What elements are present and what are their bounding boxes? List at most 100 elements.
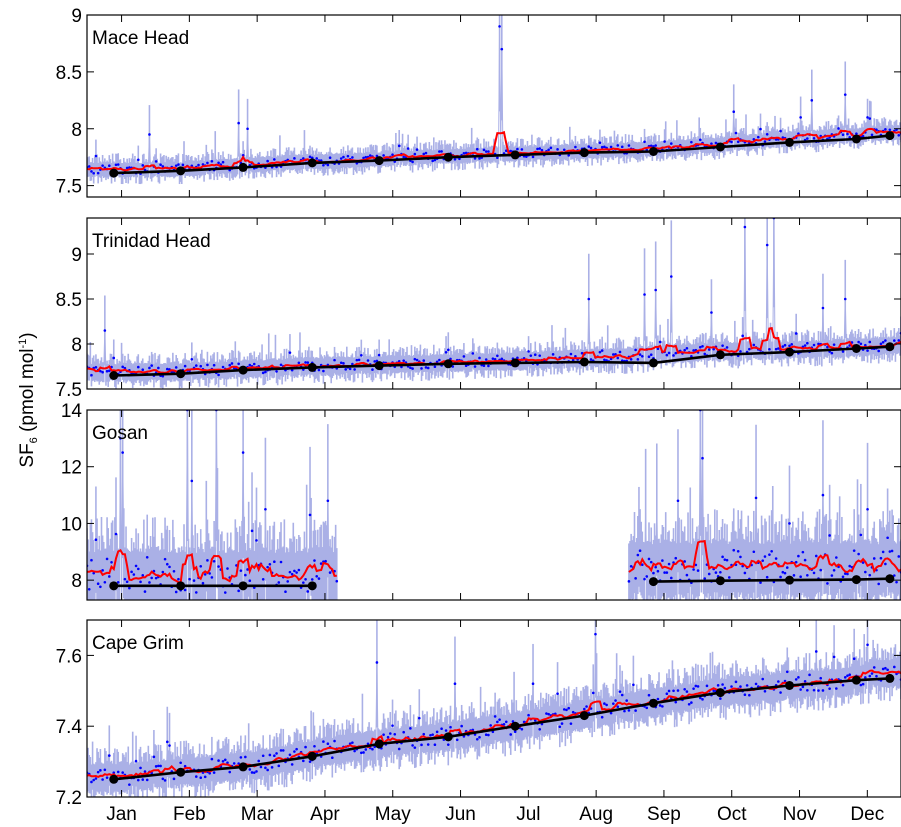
observation-point — [197, 163, 200, 167]
observation-point — [232, 762, 236, 765]
observation-point — [835, 687, 838, 690]
observation-point — [431, 733, 434, 736]
observation-point — [190, 358, 194, 361]
observation-point — [326, 163, 330, 167]
baseline-marker — [579, 711, 589, 721]
observation-point — [264, 766, 267, 770]
observation-point — [279, 560, 283, 564]
y-tick-label: 8 — [71, 335, 82, 356]
observation-point — [612, 353, 615, 356]
observation-point — [801, 550, 805, 554]
observation-point — [658, 704, 662, 707]
observation-point — [409, 727, 412, 730]
observation-point — [884, 339, 887, 342]
observation-point — [739, 685, 742, 688]
observation-point — [520, 148, 524, 151]
observation-point — [866, 643, 869, 647]
observation-point — [487, 150, 490, 153]
observation-point — [852, 549, 856, 552]
observation-point — [710, 311, 713, 314]
observation-point — [487, 733, 490, 737]
observation-point — [841, 350, 845, 353]
observation-point — [632, 683, 635, 687]
observation-point — [339, 361, 343, 365]
observation-point — [848, 135, 852, 139]
observation-point — [210, 159, 214, 163]
observation-point — [770, 549, 773, 553]
observation-point — [502, 722, 506, 726]
observation-point — [609, 145, 613, 149]
observation-point — [727, 576, 731, 579]
observation-point — [612, 702, 615, 705]
observation-point — [890, 549, 894, 553]
observation-point — [273, 560, 276, 564]
observation-point — [897, 339, 901, 342]
observation-point — [368, 154, 372, 157]
observation-point — [649, 353, 653, 357]
observation-point — [698, 345, 702, 349]
observation-point — [168, 565, 171, 569]
observation-point — [482, 364, 486, 368]
observation-point — [148, 366, 151, 370]
observation-point — [799, 116, 802, 119]
observation-point — [806, 341, 809, 345]
observation-point — [348, 367, 352, 371]
observation-point — [413, 357, 417, 361]
observation-point — [598, 141, 602, 145]
y-tick-label: 8.5 — [56, 290, 82, 311]
observation-point — [157, 366, 160, 370]
observation-point — [139, 580, 142, 584]
observation-point — [533, 353, 537, 357]
observation-point — [779, 129, 782, 133]
y-tick-label: 7.4 — [56, 717, 83, 738]
observation-point — [255, 539, 258, 542]
observation-point — [165, 740, 169, 744]
observation-point — [393, 732, 397, 736]
observation-point — [654, 144, 657, 147]
panels: 7.5 8 8.5 9 Mace Head 7.5 8 8.5 9 Trinidad Head 8 1… — [56, 6, 901, 809]
baseline-marker — [885, 131, 895, 141]
y-tick-label: 14 — [61, 401, 83, 422]
observation-point — [241, 451, 245, 454]
observation-point — [275, 370, 278, 373]
observation-point — [163, 779, 167, 782]
observation-point — [859, 533, 863, 537]
observation-point — [286, 580, 290, 583]
panel-frame — [86, 14, 901, 198]
observation-point — [449, 357, 452, 361]
observation-point — [319, 562, 323, 565]
observation-point — [861, 134, 865, 138]
observation-point — [90, 780, 93, 784]
observation-point — [360, 354, 363, 357]
observation-point — [422, 152, 426, 156]
observation-point — [163, 557, 167, 561]
observation-point — [190, 479, 194, 483]
observation-point — [103, 768, 107, 772]
observation-point — [868, 573, 872, 577]
observation-point — [270, 766, 274, 769]
observation-point — [603, 702, 606, 705]
observation-point — [663, 571, 666, 574]
observation-point — [322, 369, 325, 373]
observation-point — [712, 689, 715, 693]
observation-point — [217, 759, 220, 762]
observation-point — [654, 565, 657, 569]
observation-point — [438, 358, 441, 362]
observation-point — [438, 150, 441, 153]
panel-frame — [86, 217, 901, 390]
observation-point — [206, 363, 209, 367]
observation-point — [94, 777, 98, 780]
observation-point — [556, 692, 559, 695]
observation-point — [108, 369, 111, 373]
observation-point — [785, 566, 789, 569]
observation-point — [317, 368, 321, 372]
observation-point — [875, 674, 878, 678]
observation-point — [848, 564, 852, 568]
observation-point — [864, 343, 867, 347]
observation-point — [277, 764, 281, 768]
observation-point — [150, 576, 153, 580]
observation-point — [649, 144, 653, 148]
observation-point — [491, 357, 495, 360]
observation-point — [634, 348, 637, 352]
observation-point — [431, 159, 434, 163]
